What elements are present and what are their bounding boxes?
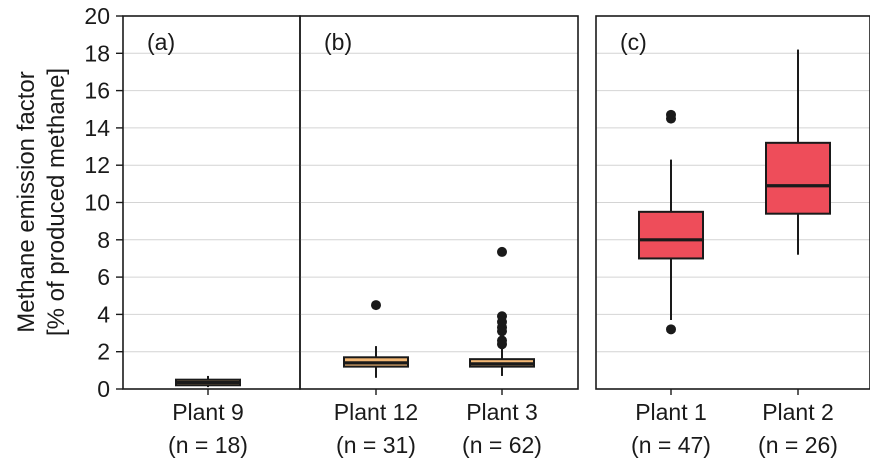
chart-panels: (a)Plant 9(n = 18)(b)Plant 12(n = 31)Pla… [122,15,870,458]
box-plant-2: Plant 2 (n = 26) [758,49,838,458]
outlier-point [497,335,507,346]
y-tick-label: 12 [84,152,110,178]
outlier-point [497,246,507,257]
category-count-label: (n = 26) [758,432,838,458]
panel-tag: (b) [324,29,352,55]
panel-frame [299,15,579,390]
category-label: Plant 1 [635,399,707,425]
y-axis-ticks: 0 2 4 6 8 10 12 14 16 18 20 [84,3,123,402]
category-count-label: (n = 62) [462,432,542,458]
outlier-point [371,300,381,311]
category-count-label: (n = 31) [336,432,416,458]
category-count-label: (n = 18) [168,432,248,458]
y-tick-label: 8 [97,227,110,253]
y-tick-label: 16 [84,78,110,104]
category-count-label: (n = 47) [631,432,711,458]
y-axis-title: Methane emission factor [% of produced m… [13,68,70,336]
category-label: Plant 2 [762,399,834,425]
y-tick-label: 4 [97,301,110,327]
category-label: Plant 12 [334,399,418,425]
panel-tag: (c) [620,29,647,55]
panel-2: (c) Plant 1 (n = 47) Plant 2 (n = 26) [595,15,870,458]
y-tick-label: 6 [97,264,110,290]
category-label: Plant 9 [172,399,244,425]
box-iqr [638,210,704,260]
y-tick-label: 10 [84,190,110,216]
y-axis-title-line-1: Methane emission factor [13,71,40,332]
y-tick-label: 20 [84,3,110,29]
category-label: Plant 3 [466,399,538,425]
outlier-point [666,324,676,335]
box-plant-1: Plant 1 (n = 47) [631,109,711,458]
outlier-point [666,109,676,120]
outlier-point [497,311,507,322]
panel-tag: (a) [147,29,175,55]
box-plant-9: Plant 9 (n = 18) [168,375,248,458]
panel-0: (a) Plant 9 (n = 18) [122,15,301,458]
box-plant-12: Plant 12 (n = 31) [334,300,418,458]
panel-1: (b) Plant 12 (n = 31) Plant 3 (n = 62) [299,15,579,458]
y-tick-label: 2 [97,339,110,365]
box-iqr [765,141,831,215]
box-plant-3: Plant 3 (n = 62) [462,246,542,458]
y-axis-title-line-2: [% of produced methane] [43,68,70,336]
y-tick-label: 14 [84,115,110,141]
panel-frame [595,15,870,390]
y-tick-label: 0 [97,376,110,402]
y-tick-label: 18 [84,40,110,66]
